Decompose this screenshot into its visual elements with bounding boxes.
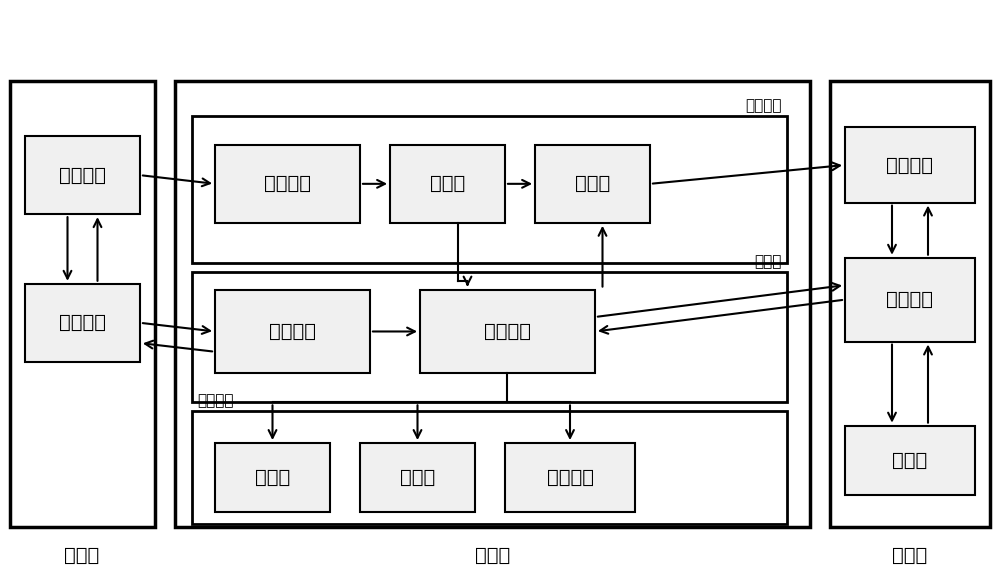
Text: 流量计: 流量计 [430,174,465,193]
Bar [25,136,140,214]
Bar [845,127,975,203]
Text: 测控硬件: 测控硬件 [269,322,316,341]
Bar [215,290,370,373]
Bar [830,81,990,527]
Text: 工控机: 工控机 [755,254,782,269]
Bar [535,145,650,223]
Bar [845,258,975,342]
Text: 测量装置: 测量装置 [886,290,933,309]
Text: 打印机: 打印机 [400,468,435,487]
Bar [192,272,787,402]
Text: 装卡台: 装卡台 [892,547,928,565]
Bar [10,81,155,527]
Bar [215,145,360,223]
Bar [360,443,475,512]
Text: 测量装置: 测量装置 [59,313,106,332]
Text: 储液台: 储液台 [892,451,928,470]
Text: 液路系统: 液路系统 [745,98,782,113]
Bar [192,411,787,524]
Bar [215,443,330,512]
Text: 显示器: 显示器 [255,468,290,487]
Bar [192,116,787,263]
Text: 液压源: 液压源 [64,547,100,565]
Text: 装卡装置: 装卡装置 [886,156,933,174]
Text: 测控软件: 测控软件 [484,322,531,341]
Text: 压力容器: 压力容器 [59,166,106,185]
Text: 电磁阀: 电磁阀 [575,174,610,193]
Bar [845,426,975,495]
Text: 测控台: 测控台 [475,547,511,565]
Bar [420,290,595,373]
Bar [175,81,810,527]
Text: 液路管路: 液路管路 [264,174,311,193]
Bar [390,145,505,223]
Bar [25,284,140,362]
Text: 外部设备: 外部设备 [197,393,234,408]
Text: 数显仪表: 数显仪表 [547,468,594,487]
Bar [505,443,635,512]
